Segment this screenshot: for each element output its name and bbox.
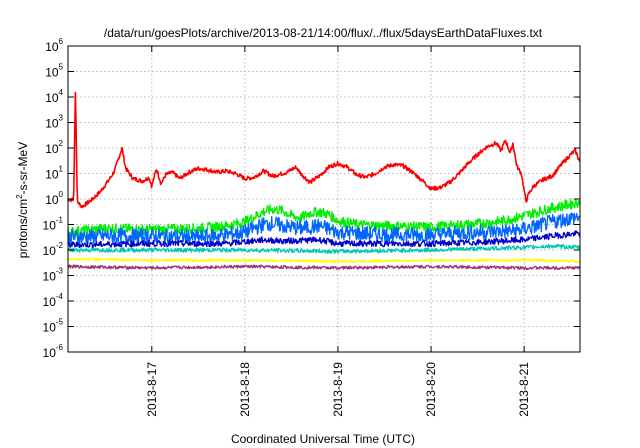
axis-ticks [68,45,580,353]
x-tick-labels: 2013-8-17 2013-8-18 2013-8-19 2013-8-20 2013… [145,362,531,417]
series-line-7 [67,264,581,271]
x-tick-label: 2013-8-18 [238,362,252,417]
y-tick-label: 10-4 [43,292,64,309]
y-axis-label: protons/cm2-s-sr-MeV [15,142,30,258]
series-line-5 [67,243,581,254]
chart-title: /data/run/goesPlots/archive/2013-08-21/1… [104,26,543,40]
series-line-4 [67,230,581,249]
y-tick-label: 10-5 [43,318,64,335]
y-tick-label: 101 [45,165,63,182]
y-tick-label: 100 [45,190,63,207]
data-series [67,91,581,271]
y-tick-label: 10-1 [43,216,64,233]
grid-lines [68,46,580,352]
y-tick-labels: 10-6 10-5 10-4 10-3 10-2 10-1 100 101 102 103 104 1… [43,37,64,360]
y-tick-label: 10-6 [43,343,64,360]
x-tick-label: 2013-8-19 [331,362,345,417]
series-line-6 [67,257,581,264]
series-line-1 [67,91,581,209]
x-axis-label: Coordinated Universal Time (UTC) [231,432,415,446]
series-line-2 [67,198,581,238]
x-tick-label: 2013-8-17 [145,362,159,417]
x-tick-label: 2013-8-20 [424,362,438,417]
y-tick-label: 104 [45,88,63,105]
y-tick-label: 103 [45,114,63,131]
x-tick-label: 2013-8-21 [517,362,531,417]
y-tick-label: 10-3 [43,267,64,284]
y-tick-label: 10-2 [43,241,64,258]
series-line-3 [67,212,581,246]
y-tick-label: 102 [45,139,63,156]
y-tick-label: 106 [45,37,63,54]
y-tick-label: 105 [45,63,63,80]
